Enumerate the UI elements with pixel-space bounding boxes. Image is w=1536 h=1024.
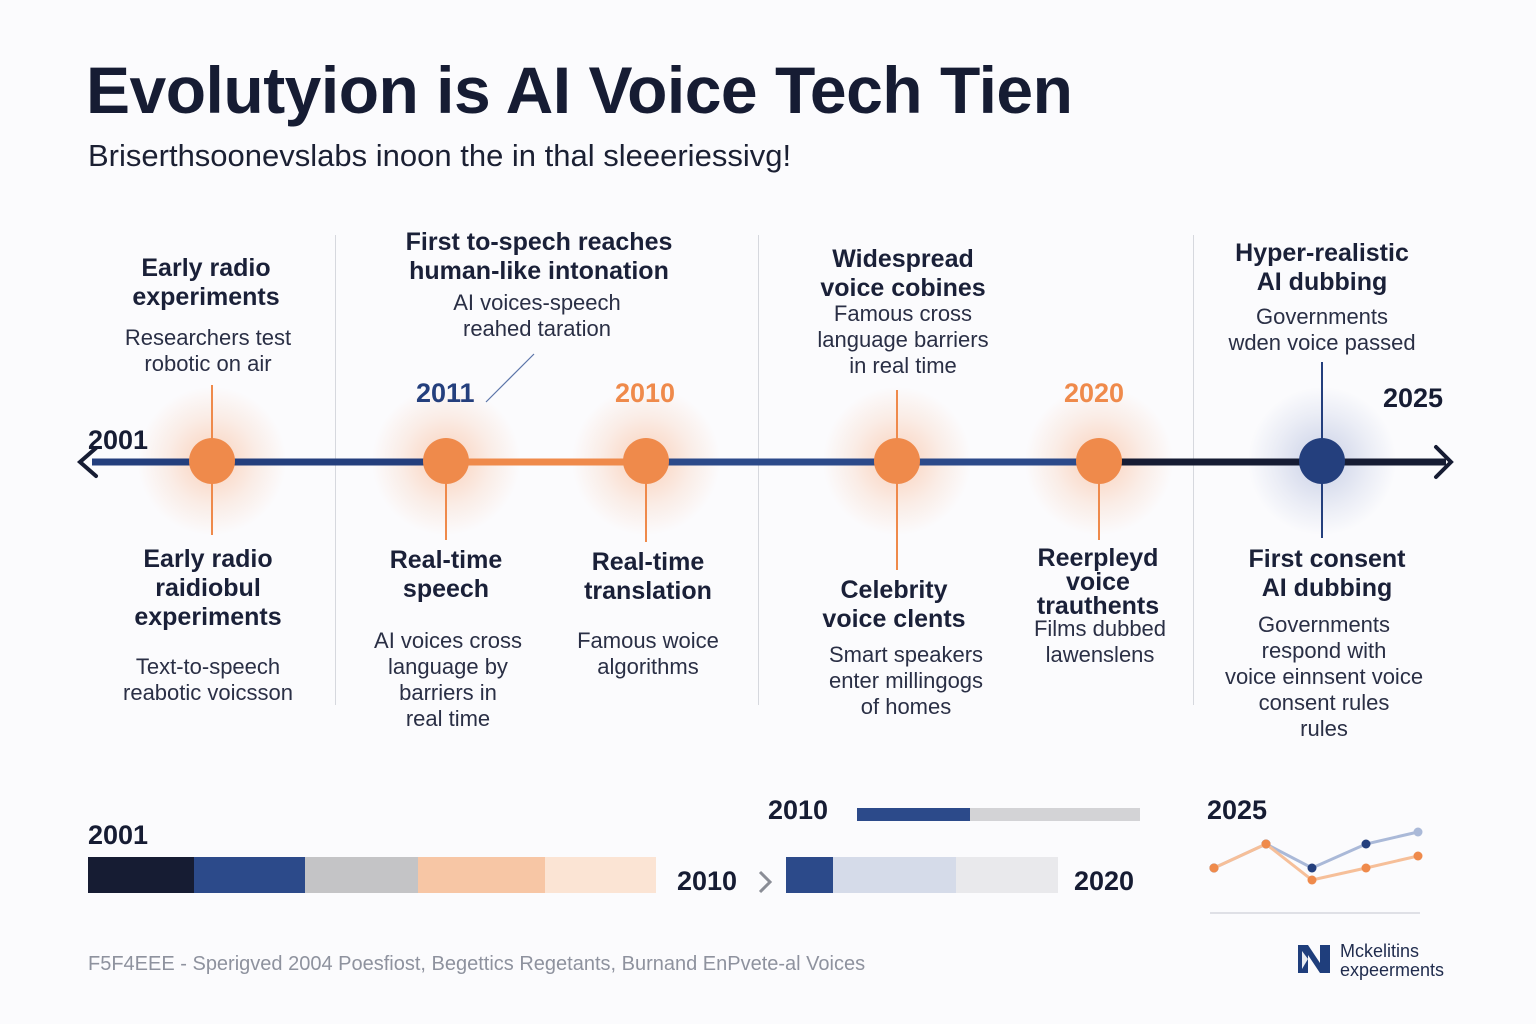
timeline-node[interactable]	[623, 438, 669, 484]
mini-chart-point	[1307, 875, 1317, 885]
event-stem	[645, 462, 647, 542]
axis-end-label: 2025	[1383, 383, 1444, 413]
logo-text: Mckelitins expeerments	[1340, 942, 1444, 980]
event-description: Researchers test robotic on air	[124, 325, 292, 376]
mini-chart-point	[1413, 851, 1423, 861]
event-stem	[1098, 462, 1100, 540]
mini-progress-fill	[857, 808, 971, 821]
bar-segment	[418, 857, 545, 893]
event-stem	[445, 462, 447, 540]
mini-chart-point	[1413, 827, 1423, 837]
bar-segment	[305, 857, 418, 893]
timeline-node[interactable]	[1076, 438, 1122, 484]
bar-segment	[88, 857, 194, 893]
mini-chart-point	[1361, 839, 1371, 849]
year-marker: 2011	[416, 378, 475, 408]
page-subtitle: Briserthsoonevslabs inoon the in thal sl…	[88, 138, 792, 173]
mini-progress-bar	[857, 808, 1140, 821]
page-title: Evolutyion is AI Voice Tech Tien	[86, 53, 1073, 127]
bar-year-label: 2020	[1074, 866, 1135, 896]
bar-segment	[786, 857, 833, 893]
event-title: First to-spech reaches human-like intonat…	[405, 228, 673, 285]
event-description: Films dubbed lawenslens	[1033, 616, 1167, 667]
mini-chart-point	[1261, 839, 1271, 849]
event-description: Governments respond with voice einnsent vo…	[1224, 612, 1424, 741]
period-bar	[88, 857, 656, 893]
bar-segment	[956, 857, 1058, 893]
event-description: Smart speakers enter millingogs of homes	[828, 642, 984, 719]
event-title: Early radio raidiobul experiments	[134, 545, 282, 631]
brand-logo-icon	[1298, 945, 1330, 973]
event-title: Real-time translation	[584, 548, 712, 605]
event-description: Governments wden voice passed	[1228, 304, 1416, 355]
timeline-node[interactable]	[423, 438, 469, 484]
timeline-node[interactable]	[189, 438, 235, 484]
event-title: Celebrity voice clents	[822, 576, 966, 633]
mini-chart-point	[1209, 863, 1219, 873]
period-bar	[786, 857, 1058, 893]
bar-segment	[545, 857, 656, 893]
timeline-node[interactable]	[874, 438, 920, 484]
mini-chart-point	[1361, 863, 1371, 873]
event-title: First consent AI dubbing	[1248, 545, 1406, 602]
bar-year-label: 2010	[768, 795, 829, 825]
chevron-right-icon	[758, 870, 773, 894]
section-divider	[758, 235, 759, 705]
bar-segment	[194, 857, 305, 893]
footer-credits: F5F4EEE - Sperigved 2004 Poesfiost, Bege…	[88, 953, 866, 975]
bar-segment	[833, 857, 956, 893]
event-description: AI voices cross language by barriers in rea…	[374, 628, 522, 731]
axis-start-label: 2001	[88, 425, 149, 455]
year-marker: 2010	[615, 378, 676, 408]
event-title: Widespread voice cobines	[820, 245, 986, 302]
year-marker: 2020	[1064, 378, 1125, 408]
event-title: Hyper-realistic AI dubbing	[1235, 239, 1409, 296]
bar-year-label: 2010	[677, 866, 738, 896]
logo-line-2: expeerments	[1340, 960, 1445, 980]
event-description: Famous cross language barriers in real tim…	[817, 301, 989, 378]
logo-line-1: Mckelitins	[1340, 941, 1420, 961]
event-description: Text-to-speech reabotic voicsson	[123, 654, 293, 705]
event-title: Reerpleyd voice trauthents	[1036, 544, 1160, 620]
mini-line-chart	[1209, 827, 1423, 914]
event-description: AI voices-speech reahed taration	[453, 290, 621, 341]
timeline-node[interactable]	[1299, 438, 1345, 484]
event-description: Famous woice algorithms	[577, 628, 719, 679]
section-divider	[335, 235, 336, 705]
event-title: Real-time speech	[389, 546, 503, 603]
bar-year-label: 2001	[88, 820, 149, 850]
bar-year-label: 2025	[1207, 795, 1268, 825]
mini-chart-line	[1213, 842, 1419, 882]
mini-chart-point	[1307, 863, 1317, 873]
section-divider	[1193, 235, 1194, 705]
event-title: Early radio experiments	[132, 254, 280, 311]
